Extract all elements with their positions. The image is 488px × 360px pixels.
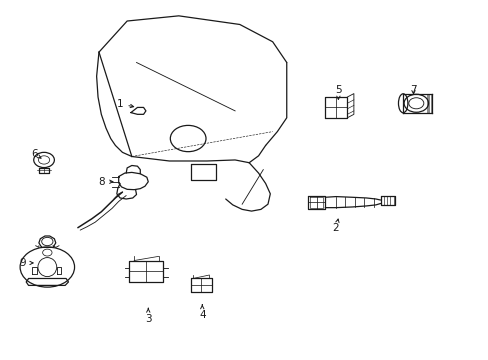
Text: 2: 2 [332,219,339,233]
Text: 6: 6 [31,149,41,159]
Text: 4: 4 [199,305,205,320]
Text: 9: 9 [20,258,33,268]
Text: 7: 7 [409,85,416,95]
Text: 3: 3 [144,308,151,324]
Text: 8: 8 [98,177,113,187]
Text: 5: 5 [334,85,341,99]
Text: 1: 1 [117,99,133,109]
